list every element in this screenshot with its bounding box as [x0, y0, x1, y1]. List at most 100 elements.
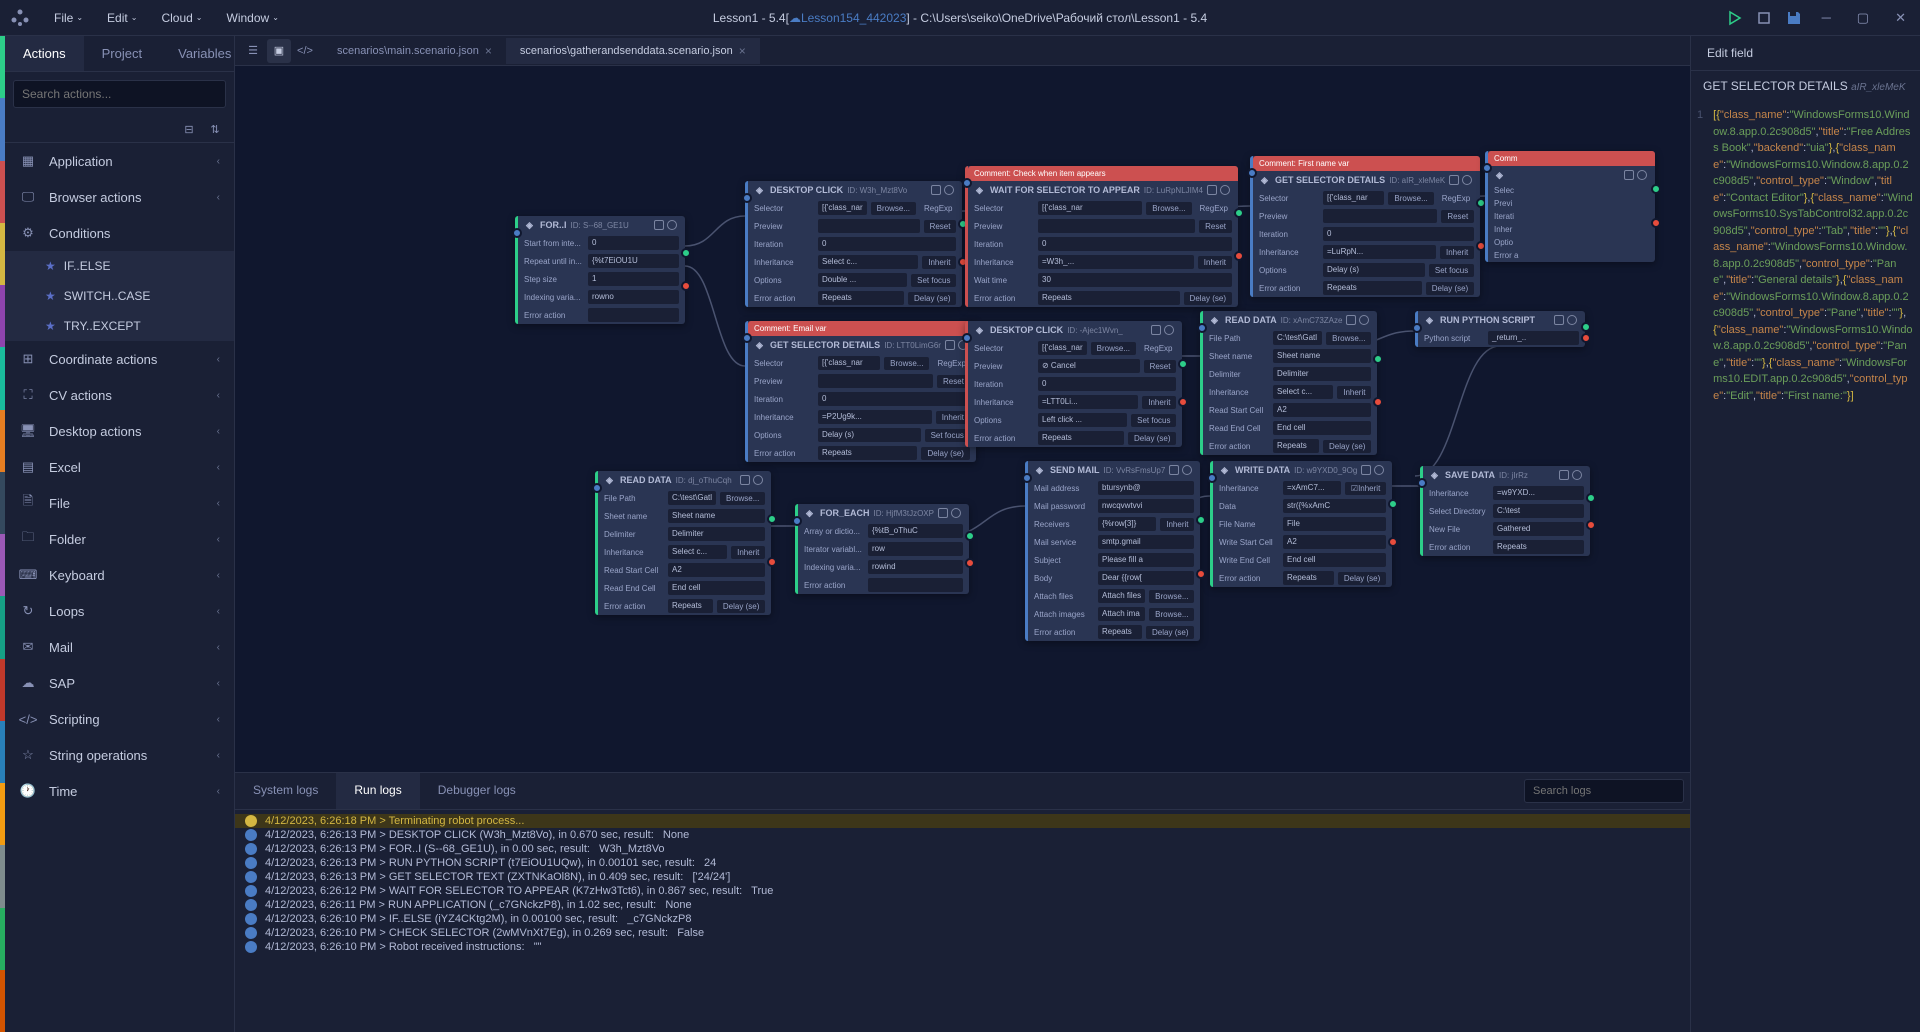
node-row[interactable]: Selector[{'class_narBrowse...RegExp [968, 339, 1182, 357]
node-row[interactable]: Selector[{'class_narBrowse...RegExp [1253, 189, 1480, 207]
node-header[interactable]: ◈ DESKTOP CLICK ID: W3h_Mzt8Vo [748, 181, 962, 199]
node-row[interactable]: Iteration0 [968, 235, 1238, 253]
node-row[interactable]: File NameFile [1213, 515, 1392, 533]
node-row[interactable]: Mail passwordnwcqvwtvvi [1028, 497, 1200, 515]
node-row[interactable]: Inheritance=LuRpN...Inherit [1253, 243, 1480, 261]
node-row[interactable]: Read Start CellA2 [598, 561, 771, 579]
node-row[interactable]: Error action [518, 306, 685, 324]
node-row[interactable]: Iterator variabl...row [798, 540, 969, 558]
node-row[interactable]: Attach imagesAttach imaBrowse... [1028, 605, 1200, 623]
run-icon[interactable] [1726, 10, 1742, 26]
node-gsd2[interactable]: Comment: Email var◈ GET SELECTOR DETAILS… [745, 321, 976, 462]
node-header[interactable]: ◈ SAVE DATA ID: jIrRz [1423, 466, 1590, 484]
search-logs-input[interactable] [1524, 779, 1684, 803]
node-header[interactable]: ◈ [1488, 166, 1655, 184]
node-row[interactable]: Error actionRepeatsDelay (se) [1203, 437, 1377, 455]
close-icon[interactable]: ✕ [1889, 10, 1912, 26]
canvas-tab[interactable]: scenarios\main.scenario.json× [323, 38, 506, 64]
node-row[interactable]: Error actionRepeatsDelay (se) [1028, 623, 1200, 641]
node-foreach[interactable]: ◈ FOR_EACH ID: HjfM3tJzOXPArray or dicti… [795, 504, 969, 594]
node-row[interactable]: Iteration0 [748, 390, 976, 408]
node-row[interactable]: Attach filesAttach filesBrowse... [1028, 587, 1200, 605]
sidebar-item-string-operations[interactable]: ☆String operations‹ [5, 737, 234, 773]
node-row[interactable]: Selector[{'class_narBrowse...RegExp [748, 199, 962, 217]
log-tab-system-logs[interactable]: System logs [235, 773, 336, 809]
node-row[interactable]: Sheet nameSheet name [1203, 347, 1377, 365]
node-run_py[interactable]: ◈ RUN PYTHON SCRIPT Python script_return… [1415, 311, 1585, 347]
node-row[interactable]: New FileGathered [1423, 520, 1590, 538]
log-tab-run-logs[interactable]: Run logs [336, 773, 419, 809]
node-header[interactable]: ◈ GET SELECTOR DETAILS ID: LTT0LimG6r [748, 336, 976, 354]
node-row[interactable]: Error actionRepeatsDelay (se) [598, 597, 771, 615]
node-header[interactable]: ◈ READ DATA ID: xAmC73ZAze [1203, 311, 1377, 329]
node-row[interactable]: Iteration0 [1253, 225, 1480, 243]
node-read2[interactable]: ◈ READ DATA ID: dj_oThuCqhFile PathC:\te… [595, 471, 771, 615]
node-row[interactable]: Inheritance=LTT0Li...Inherit [968, 393, 1182, 411]
node-header[interactable]: ◈ DESKTOP CLICK ID: -Ajec1Wvn_ [968, 321, 1182, 339]
node-row[interactable]: Iterati [1488, 210, 1655, 223]
node-header[interactable]: ◈ RUN PYTHON SCRIPT [1418, 311, 1585, 329]
node-row[interactable]: InheritanceSelect c...Inherit [748, 253, 962, 271]
node-row[interactable]: Receivers{%row[3]}Inherit [1028, 515, 1200, 533]
sidebar-item-conditions[interactable]: ⚙Conditions [5, 215, 234, 251]
sidebar-item-excel[interactable]: ▤Excel‹ [5, 449, 234, 485]
node-row[interactable]: Write End CellEnd cell [1213, 551, 1392, 569]
view-code-icon[interactable]: </> [293, 39, 317, 63]
sidebar-item-application[interactable]: ▦Application‹ [5, 143, 234, 179]
node-header[interactable]: ◈ FOR..I ID: S--68_GE1U [518, 216, 685, 234]
node-row[interactable]: Error actionRepeatsDelay (se) [1213, 569, 1392, 587]
canvas-tab[interactable]: scenarios\gatherandsenddata.scenario.jso… [506, 38, 760, 64]
node-header[interactable]: ◈ FOR_EACH ID: HjfM3tJzOXP [798, 504, 969, 522]
node-row[interactable]: Error actionRepeatsDelay (se) [1253, 279, 1480, 297]
collapse-icon[interactable]: ⊟ [180, 120, 198, 138]
sidebar-item-file[interactable]: 🗎File‹ [5, 485, 234, 521]
menu-file[interactable]: File ⌄ [44, 6, 93, 30]
node-row[interactable]: Error actionRepeatsDelay (se) [968, 289, 1238, 307]
edit-field-tab[interactable]: Edit field [1691, 36, 1920, 71]
menu-edit[interactable]: Edit ⌄ [97, 6, 147, 30]
sidebar-sub-switch--case[interactable]: ★ SWITCH..CASE [5, 281, 234, 311]
node-row[interactable]: PreviewReset [748, 372, 976, 390]
minimize-icon[interactable]: ─ [1816, 10, 1837, 25]
node-row[interactable]: Indexing varia...rowind [798, 558, 969, 576]
node-row[interactable]: Write Start CellA2 [1213, 533, 1392, 551]
node-row[interactable]: Error actionRepeatsDelay (se) [748, 444, 976, 462]
node-row[interactable]: InheritanceSelect c...Inherit [598, 543, 771, 561]
node-row[interactable]: OptionsLeft click ...Set focus [968, 411, 1182, 429]
sidebar-sub-if--else[interactable]: ★ IF..ELSE [5, 251, 234, 281]
sidebar-item-coordinate-actions[interactable]: ⊞Coordinate actions‹ [5, 341, 234, 377]
node-row[interactable]: Iteration0 [968, 375, 1182, 393]
node-row[interactable]: OptionsDelay (s)Set focus [748, 426, 976, 444]
node-row[interactable]: Error a [1488, 249, 1655, 262]
node-header[interactable]: ◈ SEND MAIL ID: VvRsFmsUp7 [1028, 461, 1200, 479]
node-row[interactable]: Preview⊘ CancelReset [968, 357, 1182, 375]
sidebar-tab-project[interactable]: Project [84, 36, 160, 71]
node-header[interactable]: ◈ WAIT FOR SELECTOR TO APPEAR ID: LuRpNL… [968, 181, 1238, 199]
node-row[interactable]: Read End CellEnd cell [1203, 419, 1377, 437]
node-row[interactable]: Inher [1488, 223, 1655, 236]
sidebar-sub-try--except[interactable]: ★ TRY..EXCEPT [5, 311, 234, 341]
canvas[interactable]: ◈ FOR..I ID: S--68_GE1UStart from inte..… [235, 66, 1690, 772]
close-tab-icon[interactable]: × [739, 44, 746, 58]
log-body[interactable]: 4/12/2023, 6:26:18 PM > Terminating robo… [235, 810, 1690, 1032]
node-dc1[interactable]: ◈ DESKTOP CLICK ID: W3h_Mzt8VoSelector[{… [745, 181, 962, 307]
node-row[interactable]: Inheritance=P2Ug9k...Inherit [748, 408, 976, 426]
sidebar-item-sap[interactable]: ☁SAP‹ [5, 665, 234, 701]
node-row[interactable]: PreviewReset [748, 217, 962, 235]
node-row[interactable]: Read Start CellA2 [1203, 401, 1377, 419]
node-row[interactable]: Selec [1488, 184, 1655, 197]
json-editor[interactable]: 1 [{"class_name":"WindowsForms10.Window.… [1691, 101, 1920, 1032]
node-save[interactable]: ◈ SAVE DATA ID: jIrRzInheritance=w9YXD..… [1420, 466, 1590, 556]
node-row[interactable]: Mail addressbtursynb@ [1028, 479, 1200, 497]
node-row[interactable]: DelimiterDelimiter [1203, 365, 1377, 383]
view-list-icon[interactable]: ☰ [241, 39, 265, 63]
sidebar-item-time[interactable]: 🕐Time‹ [5, 773, 234, 809]
node-row[interactable]: Optio [1488, 236, 1655, 249]
sidebar-item-keyboard[interactable]: ⌨Keyboard‹ [5, 557, 234, 593]
node-row[interactable]: Error actionRepeatsDelay (se) [968, 429, 1182, 447]
sidebar-item-desktop-actions[interactable]: 🖥Desktop actions‹ [5, 413, 234, 449]
sidebar-item-browser-actions[interactable]: 🖵Browser actions‹ [5, 179, 234, 215]
node-row[interactable]: File PathC:\test\GatlBrowse... [598, 489, 771, 507]
node-header[interactable]: ◈ WRITE DATA ID: w9YXD0_9Og [1213, 461, 1392, 479]
node-read1[interactable]: ◈ READ DATA ID: xAmC73ZAzeFile PathC:\te… [1200, 311, 1377, 455]
